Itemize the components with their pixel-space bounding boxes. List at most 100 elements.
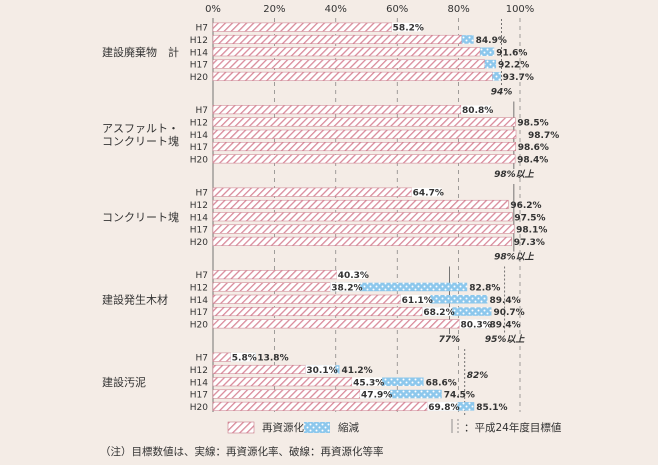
recycle-bar	[212, 129, 517, 139]
recycle-bar	[212, 364, 306, 374]
total-value-label: 92.2%	[498, 61, 529, 71]
group-name: アスファルト・	[102, 122, 179, 135]
total-value-label: 85.1%	[476, 403, 507, 413]
reduce-bar	[330, 282, 468, 292]
x-tick-label: 20%	[263, 4, 285, 15]
recycle-bar	[212, 117, 516, 127]
year-label: H17	[190, 143, 208, 153]
recycle-bar	[212, 59, 485, 69]
recycle-bar	[212, 401, 428, 411]
year-label: H14	[190, 48, 208, 58]
recycle-bar	[212, 71, 493, 81]
year-label: H20	[190, 73, 208, 83]
recycle-label-bg	[400, 295, 431, 304]
total-value-label: 68.6%	[426, 378, 457, 388]
recycle-bar	[212, 47, 481, 57]
year-label: H20	[190, 320, 208, 330]
legend-recycle-swatch	[227, 421, 255, 434]
recycle-bar	[212, 270, 337, 280]
recycle-bar	[212, 319, 460, 329]
year-label: H20	[190, 238, 208, 248]
total-value-label: 41.2%	[341, 366, 372, 376]
target-label: 77%	[439, 335, 461, 345]
year-label: H17	[190, 61, 208, 71]
recycle-bar	[212, 377, 353, 387]
year-label: H12	[190, 201, 208, 211]
recycle-label-bg	[411, 187, 442, 197]
recycle-label-bg	[360, 389, 391, 399]
total-value-label: 97.3%	[514, 238, 545, 248]
recycle-bar	[212, 154, 516, 164]
recycle-value-label: 58.2%	[393, 24, 424, 34]
recycle-bar	[212, 236, 512, 246]
recycle-label-bg	[305, 365, 336, 374]
recycle-bar	[212, 187, 412, 197]
footnote: （注）目標数値は、実線：再資源化率、破線：再資源化等率	[100, 445, 384, 458]
recycle-bar	[212, 389, 361, 399]
legend-reduce-label: 縮減	[338, 421, 359, 434]
x-tick-label: 80%	[447, 4, 469, 15]
x-tick-label: 100%	[506, 4, 535, 15]
reduce-bar	[480, 47, 495, 56]
total-value-label: 90.7%	[493, 308, 524, 318]
recycle-value-label: 80.8%	[462, 106, 493, 116]
recycle-label-bg	[352, 377, 383, 386]
recycle-value-label: 64.7%	[413, 189, 444, 199]
target-label: 94%	[491, 88, 513, 98]
year-label: H12	[190, 36, 208, 46]
reduce-bar	[492, 72, 501, 81]
year-label: H14	[190, 296, 208, 306]
total-value-label: 98.7%	[528, 131, 559, 141]
total-value-label: 93.7%	[503, 73, 534, 83]
year-label: H7	[196, 189, 209, 199]
group-name: 建設汚泥	[102, 375, 146, 389]
recycle-label-bg	[427, 402, 458, 411]
recycle-label-bg	[336, 270, 367, 279]
recycle-value-label: 30.1%	[306, 366, 337, 376]
year-label: H7	[196, 354, 209, 364]
reduce-bar	[360, 389, 442, 399]
year-label: H17	[190, 391, 208, 401]
recycle-bar	[212, 307, 423, 317]
recycle-label-bg	[461, 105, 492, 114]
total-value-label: 91.6%	[496, 48, 527, 58]
year-label: H14	[190, 213, 208, 223]
recycle-label-bg	[459, 319, 490, 329]
x-tick-label: 40%	[325, 4, 347, 15]
year-label: H12	[190, 283, 208, 293]
target-label: 98%以上	[494, 252, 535, 263]
group-name: コンクリート塊	[102, 211, 179, 224]
target-label: 95%以上	[485, 334, 526, 345]
recycle-value-label: 40.3%	[338, 271, 369, 281]
recycle-bar	[212, 224, 515, 234]
total-value-label: 96.2%	[510, 201, 541, 211]
recycle-value-label: 38.2%	[331, 283, 362, 293]
reduce-bar	[484, 59, 497, 69]
recycle-label-bg	[230, 352, 256, 362]
recycle-value-label: 69.8%	[428, 403, 459, 413]
recycle-value-label: 68.2%	[423, 308, 454, 318]
year-label: H20	[190, 403, 208, 413]
total-value-label: 98.1%	[516, 226, 547, 236]
year-label: H17	[190, 308, 208, 318]
recycle-value-label: 61.1%	[402, 296, 433, 306]
year-label: H17	[190, 226, 208, 236]
year-label: H7	[196, 24, 209, 34]
group-name: コンクリート塊	[102, 135, 179, 148]
recycle-bar	[212, 22, 392, 32]
recycle-bar	[212, 34, 462, 44]
reduce-bar	[352, 377, 424, 386]
year-label: H14	[190, 131, 208, 141]
recycle-bar	[212, 294, 401, 304]
x-tick-label: 0%	[205, 4, 221, 15]
year-label: H20	[190, 155, 208, 165]
group-name: 建設廃棄物 計	[102, 45, 179, 59]
recycle-bar	[212, 212, 513, 222]
recycle-value-label: 5.8%	[232, 354, 257, 364]
group-name: 建設発生木材	[102, 292, 168, 306]
recycle-bar	[212, 142, 516, 152]
year-label: H12	[190, 366, 208, 376]
total-value-label: 82.8%	[469, 283, 500, 293]
recycle-value-label: 80.3%	[461, 320, 492, 330]
